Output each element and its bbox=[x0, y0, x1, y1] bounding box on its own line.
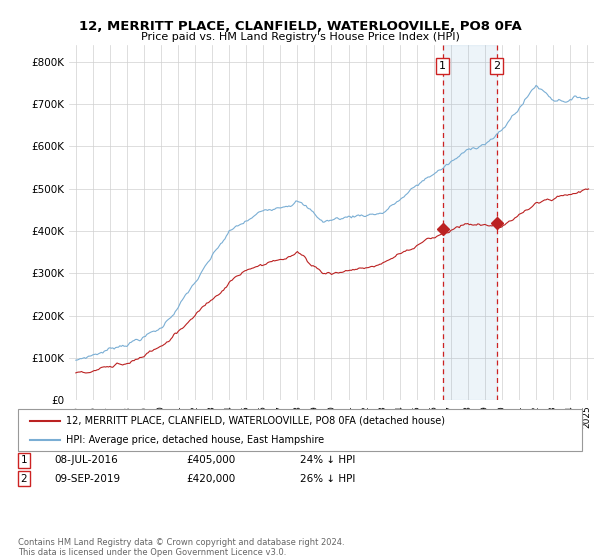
Text: HPI: Average price, detached house, East Hampshire: HPI: Average price, detached house, East… bbox=[66, 435, 324, 445]
Text: 12, MERRITT PLACE, CLANFIELD, WATERLOOVILLE, PO8 0FA (detached house): 12, MERRITT PLACE, CLANFIELD, WATERLOOVI… bbox=[66, 416, 445, 426]
Text: 2: 2 bbox=[20, 474, 28, 484]
Text: Contains HM Land Registry data © Crown copyright and database right 2024.
This d: Contains HM Land Registry data © Crown c… bbox=[18, 538, 344, 557]
Text: 1: 1 bbox=[439, 61, 446, 71]
Text: £420,000: £420,000 bbox=[186, 474, 235, 484]
Text: 1: 1 bbox=[20, 455, 28, 465]
Text: 09-SEP-2019: 09-SEP-2019 bbox=[54, 474, 120, 484]
Text: Price paid vs. HM Land Registry's House Price Index (HPI): Price paid vs. HM Land Registry's House … bbox=[140, 32, 460, 42]
Text: 26% ↓ HPI: 26% ↓ HPI bbox=[300, 474, 355, 484]
Bar bbox=[443, 45, 497, 400]
Text: £405,000: £405,000 bbox=[186, 455, 235, 465]
Text: 24% ↓ HPI: 24% ↓ HPI bbox=[300, 455, 355, 465]
Text: 08-JUL-2016: 08-JUL-2016 bbox=[54, 455, 118, 465]
Text: 12, MERRITT PLACE, CLANFIELD, WATERLOOVILLE, PO8 0FA: 12, MERRITT PLACE, CLANFIELD, WATERLOOVI… bbox=[79, 20, 521, 32]
Text: 2: 2 bbox=[493, 61, 500, 71]
